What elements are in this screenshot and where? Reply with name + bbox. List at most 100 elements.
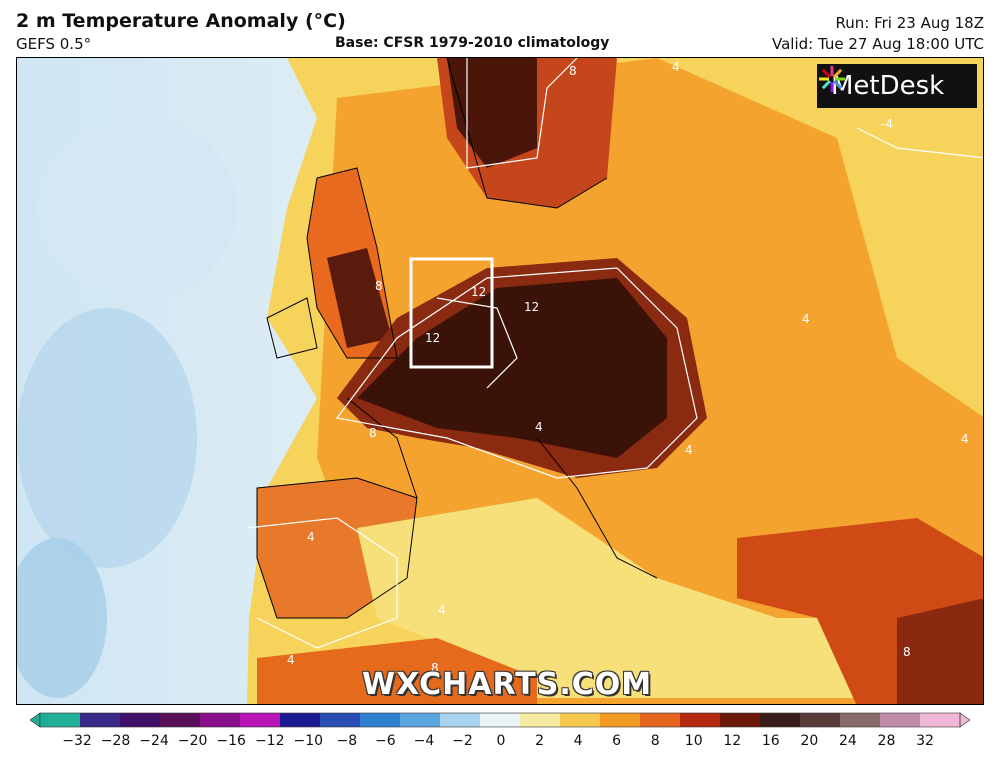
colorbar-tick-label: −32 — [62, 733, 92, 749]
britain-hot-core — [327, 248, 392, 348]
contour-label: 8 — [903, 645, 911, 659]
colorbar-tick-label: 0 — [496, 733, 506, 749]
middle-east-hot-core — [897, 598, 983, 704]
colorbar-right-arrow — [959, 712, 971, 728]
colorbar-tick-label: 24 — [838, 733, 857, 749]
colorbar-tick-label: −4 — [413, 733, 435, 749]
contour-label: 12 — [524, 300, 539, 314]
colorbar-segment — [480, 713, 521, 727]
coastline-iberia — [256, 477, 418, 619]
colorbar-segment — [520, 713, 561, 727]
coastline-italy — [536, 437, 658, 579]
cool-anomaly-north-atlantic — [37, 118, 237, 298]
colorbar-tick-label: −20 — [177, 733, 208, 749]
colorbar-tick-label: 32 — [916, 733, 934, 749]
colorbar-ticks: −32 −28 −24 −20 −16 −12 −10 −8 −6 −4 −2 0 2 4 6 8 10 12 16… — [0, 733, 1000, 753]
valid-time-label: Valid: Tue 27 Aug 18:00 UTC — [772, 35, 984, 53]
contour-label: 4 — [672, 60, 680, 74]
coastline-britain — [306, 167, 398, 359]
model-label: GEFS 0.5° — [16, 35, 92, 53]
colorbar-segment — [880, 713, 921, 727]
highlight-box — [409, 257, 494, 369]
colorbar-segment — [160, 713, 201, 727]
colorbar-svg — [29, 712, 971, 728]
metdesk-logo: MetDesk — [817, 64, 977, 108]
cold-anomaly-atlantic — [17, 308, 197, 568]
temperature-anomaly-map: 8 4 -4 8 12 12 12 8 4 4 4 4 4 8 4 8 4 — [16, 57, 984, 705]
colorbar-tick-label: 10 — [684, 733, 703, 749]
coastline-ireland — [266, 297, 318, 359]
north-africa-anomaly — [257, 638, 537, 704]
colorbar-segment — [40, 713, 81, 727]
colorbar-segment — [120, 713, 161, 727]
contour-8 — [335, 267, 698, 479]
colorbar-segment — [560, 713, 601, 727]
colorbar-segment — [360, 713, 401, 727]
contour-label: 4 — [307, 530, 315, 544]
colorbar-tick-label: −24 — [139, 733, 169, 749]
contour-label: 12 — [471, 285, 486, 299]
contour-label: 4 — [535, 420, 543, 434]
colorbar-left-arrow — [29, 712, 41, 728]
colorbar-segment — [400, 713, 441, 727]
colorbar-segment — [200, 713, 241, 727]
colorbar-tick-label: 2 — [535, 733, 544, 749]
contour-label: 8 — [569, 64, 577, 78]
colorbar-tick-label: −12 — [254, 733, 285, 749]
colorbar-tick-label: 6 — [612, 733, 622, 749]
colorbar-segment — [600, 713, 641, 727]
metdesk-logo-icon — [819, 66, 845, 92]
colorbar-tick-label: 16 — [761, 733, 780, 749]
contour-label: 4 — [802, 312, 810, 326]
contour-label: 8 — [431, 661, 439, 675]
colorbar-segment — [440, 713, 481, 727]
colorbar-segment — [800, 713, 841, 727]
coastline-france — [346, 397, 418, 499]
metdesk-logo-text: MetDesk — [831, 71, 945, 101]
wxcharts-watermark: WXCHARTS.COM — [362, 667, 653, 702]
colorbar-segment — [760, 713, 801, 727]
colorbar-tick-label: −28 — [100, 733, 131, 749]
contour-label: 4 — [287, 653, 295, 667]
colorbar-tick-label: 12 — [723, 733, 742, 749]
cold-anomaly-south-atlantic — [17, 538, 107, 698]
colorbar-segment — [840, 713, 881, 727]
colorbar-segment — [320, 713, 361, 727]
colorbar-tick-label: 20 — [800, 733, 819, 749]
contour-label: -4 — [881, 117, 893, 131]
scandinavia-hot-core — [447, 58, 537, 168]
colorbar-tick-label: 8 — [650, 733, 660, 749]
contour-label: 4 — [685, 443, 693, 457]
colorbar-segment — [920, 713, 961, 727]
colorbar-tick-label: 28 — [877, 733, 896, 749]
base-climatology-label: Base: CFSR 1979-2010 climatology — [335, 35, 610, 51]
contour-12 — [436, 297, 518, 389]
map-title: 2 m Temperature Anomaly (°C) — [16, 10, 346, 32]
colorbar-outline — [39, 712, 961, 728]
contour-8-north — [466, 58, 578, 169]
colorbar-segment — [240, 713, 281, 727]
colorbar-segment — [80, 713, 121, 727]
mediterranean-anomaly — [357, 498, 857, 698]
colorbar-tick-label: −16 — [216, 733, 246, 749]
colorbar-tick-label: −6 — [375, 733, 396, 749]
map-canvas: 8 4 -4 8 12 12 12 8 4 4 4 4 4 8 4 8 4 — [17, 58, 983, 704]
colorbar-tick-label: −10 — [293, 733, 324, 749]
colorbar-segment — [680, 713, 721, 727]
central-europe-hot-core — [357, 278, 667, 458]
colorbar — [29, 712, 971, 728]
colorbar-segment — [640, 713, 681, 727]
contour-4-iberia — [246, 517, 398, 649]
contour-label: 4 — [961, 432, 969, 446]
colorbar-tick-label: −8 — [336, 733, 358, 749]
colorbar-segment — [280, 713, 321, 727]
colorbar-segment — [720, 713, 761, 727]
colorbar-tick-label: −2 — [452, 733, 473, 749]
contour-label: 4 — [438, 603, 446, 617]
contour-minus4 — [856, 127, 983, 159]
contour-label: 12 — [425, 331, 440, 345]
colorbar-tick-label: 4 — [573, 733, 583, 749]
contour-label: 8 — [369, 426, 377, 440]
contour-label: 8 — [375, 279, 383, 293]
run-time-label: Run: Fri 23 Aug 18Z — [835, 14, 985, 32]
